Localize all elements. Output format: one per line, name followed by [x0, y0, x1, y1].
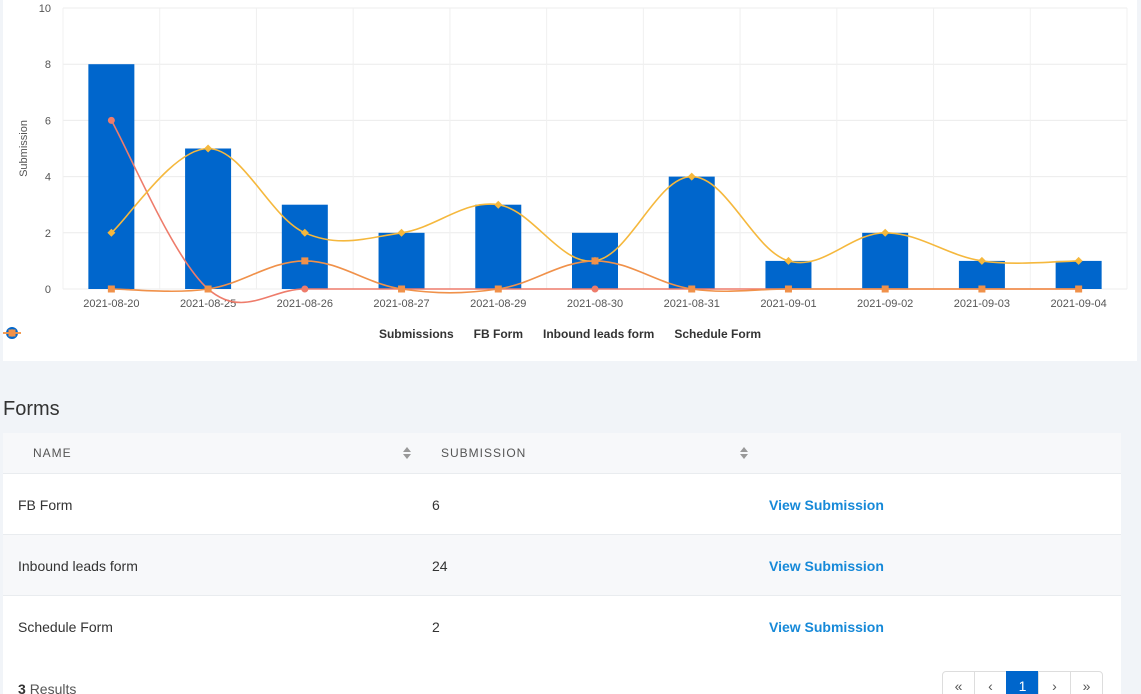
x-tick-label: 2021-08-25 [180, 298, 236, 310]
sort-icon[interactable] [403, 447, 411, 459]
legend-item[interactable]: Inbound leads form [3, 327, 655, 341]
y-tick-label: 4 [45, 172, 51, 184]
bar [765, 260, 812, 289]
bar [475, 204, 522, 289]
data-point [107, 285, 115, 293]
data-point [301, 257, 309, 265]
chart-legend: Submissions FB Form Inbound leads form Sche… [3, 327, 1137, 341]
x-tick-label: 2021-08-30 [567, 298, 623, 310]
data-point [397, 228, 406, 237]
x-tick-label: 2021-08-31 [664, 298, 720, 310]
table-row: FB Form 6 View Submission [3, 473, 1121, 534]
bar [668, 176, 715, 289]
y-tick-label: 2 [45, 228, 51, 240]
data-point [784, 256, 793, 265]
data-point [881, 228, 890, 237]
table-header: NAME SUBMISSION [3, 433, 1121, 473]
y-tick-label: 10 [39, 3, 51, 15]
data-point [204, 285, 212, 293]
results-label: Results [29, 681, 77, 694]
data-point [107, 228, 116, 237]
pagination: « ‹ 1 › » [942, 671, 1103, 694]
submission-count: 6 [432, 496, 440, 513]
y-tick-label: 0 [45, 284, 51, 296]
bar [958, 260, 1005, 289]
data-point [784, 285, 792, 293]
bar [88, 64, 135, 289]
data-point [494, 285, 502, 293]
bar [185, 148, 232, 289]
data-point [107, 116, 115, 124]
results-summary: 3 Results [18, 681, 76, 694]
column-header-submission[interactable]: SUBMISSION [441, 446, 527, 460]
view-submission-link[interactable]: View Submission [769, 496, 884, 513]
forms-table: NAME SUBMISSION FB Form 6 View Submissio… [3, 433, 1121, 694]
page-1-button[interactable]: 1 [1006, 671, 1039, 694]
legend-item[interactable]: Submissions [6, 327, 454, 341]
x-tick-label: 2021-08-20 [83, 298, 139, 310]
data-point [591, 285, 599, 293]
legend-label: Inbound leads form [543, 327, 655, 341]
legend-item[interactable]: Schedule Form [3, 327, 762, 341]
bar [378, 232, 425, 289]
column-header-name[interactable]: NAME [33, 446, 72, 460]
submission-count: 2 [432, 618, 440, 635]
legend-label: Submissions [378, 327, 454, 341]
view-submission-link[interactable]: View Submission [769, 557, 884, 574]
results-count: 3 [18, 681, 26, 694]
x-tick-label: 2021-09-01 [760, 298, 816, 310]
x-tick-label: 2021-08-29 [470, 298, 526, 310]
x-tick-label: 2021-09-02 [857, 298, 913, 310]
legend-label: FB Form [473, 327, 523, 341]
data-point [591, 257, 599, 265]
data-point [301, 285, 309, 293]
view-submission-link[interactable]: View Submission [769, 618, 884, 635]
data-point [977, 256, 986, 265]
y-axis-label: Submission [18, 120, 30, 177]
data-point [1075, 285, 1083, 293]
last-page-button[interactable]: » [1070, 671, 1103, 694]
data-point [398, 285, 406, 293]
y-tick-label: 6 [45, 115, 51, 127]
data-point [978, 285, 986, 293]
legend-swatch [3, 329, 21, 337]
table-row: Inbound leads form 24 View Submission [3, 534, 1121, 595]
submissions-chart: 0 2 4 6 8 10 Submission 2021-08-20 2021-08-25 202… [18, 3, 1128, 310]
data-point [494, 200, 503, 209]
x-tick-label: 2021-08-27 [373, 298, 429, 310]
next-page-button[interactable]: › [1038, 671, 1071, 694]
submission-count: 24 [432, 557, 448, 574]
x-tick-label: 2021-08-26 [277, 298, 333, 310]
form-name: Inbound leads form [18, 557, 138, 574]
y-tick-label: 8 [45, 59, 51, 71]
bar [1055, 260, 1102, 289]
data-point [687, 172, 696, 181]
data-point [881, 285, 889, 293]
data-point [300, 228, 309, 237]
form-name: FB Form [18, 496, 73, 513]
x-tick-label: 2021-09-03 [954, 298, 1010, 310]
data-point [204, 144, 213, 153]
page-title: Forms [3, 398, 60, 420]
data-point [688, 285, 696, 293]
x-tick-label: 2021-09-04 [1050, 298, 1106, 310]
prev-page-button[interactable]: ‹ [974, 671, 1007, 694]
bar [862, 232, 909, 289]
data-point [1074, 256, 1083, 265]
bar [281, 204, 328, 289]
first-page-button[interactable]: « [942, 671, 975, 694]
form-name: Schedule Form [18, 618, 113, 635]
legend-item[interactable]: FB Form [3, 327, 523, 341]
legend-label: Schedule Form [674, 327, 762, 341]
sort-icon[interactable] [740, 447, 748, 459]
chart-card: 0 2 4 6 8 10 Submission 2021-08-20 2021-08-25 202… [3, 0, 1137, 361]
table-row: Schedule Form 2 View Submission [3, 595, 1121, 656]
